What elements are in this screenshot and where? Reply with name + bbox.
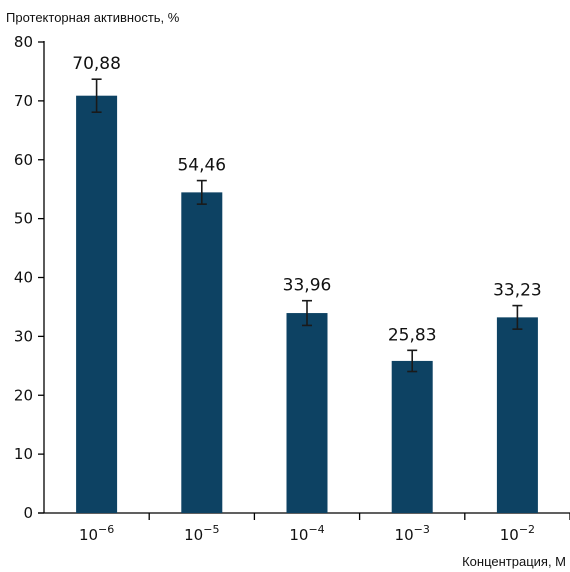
- y-tick-label: 40: [14, 269, 33, 287]
- y-tick-label: 50: [14, 210, 33, 228]
- x-tick-label: 10−2: [500, 523, 535, 544]
- x-tick-label: 10−4: [289, 523, 324, 544]
- x-tick-label: 10−5: [184, 523, 219, 544]
- bar: [76, 95, 118, 513]
- data-label: 25,83: [388, 325, 437, 345]
- y-tick-label: 10: [14, 445, 33, 463]
- y-tick-label: 30: [14, 327, 33, 345]
- y-tick-label: 70: [14, 92, 33, 110]
- x-tick-label: 10−3: [395, 523, 430, 544]
- y-tick-label: 80: [14, 33, 33, 51]
- bar: [286, 313, 328, 513]
- data-label: 54,46: [177, 156, 226, 176]
- plot-area: 0 10 20 30 40 50 60 70 80 70,88 10−6 54,46 10−5 33,96…: [14, 33, 570, 544]
- data-label: 70,88: [72, 54, 121, 74]
- y-tick-label: 0: [23, 504, 33, 522]
- data-label: 33,96: [283, 276, 332, 296]
- bar: [181, 192, 223, 513]
- y-axis-title: Протекторная активность, %: [6, 10, 180, 25]
- x-tick-label: 10−6: [79, 523, 114, 544]
- data-label: 33,23: [493, 281, 542, 301]
- y-tick-label: 20: [14, 386, 33, 404]
- x-axis-title: Концентрация, М: [462, 554, 566, 569]
- y-tick-label: 60: [14, 151, 33, 169]
- bar: [496, 317, 538, 513]
- bar: [391, 360, 433, 513]
